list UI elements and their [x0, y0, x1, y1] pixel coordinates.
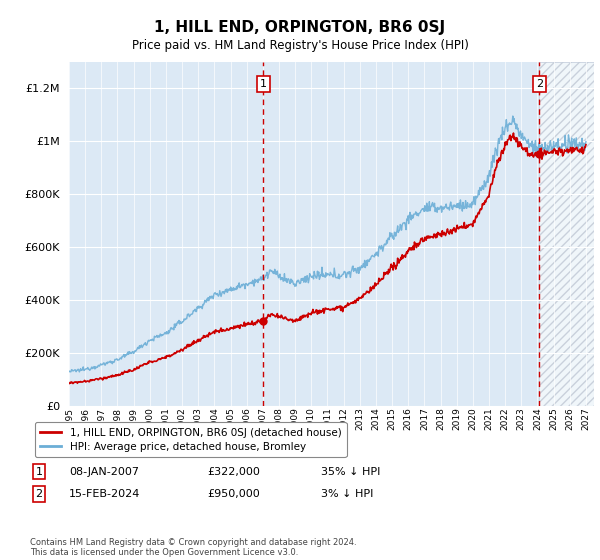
Text: 1: 1 [260, 79, 267, 89]
Text: 35% ↓ HPI: 35% ↓ HPI [321, 466, 380, 477]
Legend: 1, HILL END, ORPINGTON, BR6 0SJ (detached house), HPI: Average price, detached h: 1, HILL END, ORPINGTON, BR6 0SJ (detache… [35, 422, 347, 457]
Text: 08-JAN-2007: 08-JAN-2007 [69, 466, 139, 477]
Text: 1: 1 [35, 466, 43, 477]
Text: Price paid vs. HM Land Registry's House Price Index (HPI): Price paid vs. HM Land Registry's House … [131, 39, 469, 52]
Text: 3% ↓ HPI: 3% ↓ HPI [321, 489, 373, 499]
Text: 2: 2 [536, 79, 543, 89]
Text: 2: 2 [35, 489, 43, 499]
Text: £322,000: £322,000 [207, 466, 260, 477]
Bar [539, 62, 594, 406]
Text: 1, HILL END, ORPINGTON, BR6 0SJ: 1, HILL END, ORPINGTON, BR6 0SJ [154, 20, 446, 35]
Text: 15-FEB-2024: 15-FEB-2024 [69, 489, 140, 499]
Text: £950,000: £950,000 [207, 489, 260, 499]
Text: Contains HM Land Registry data © Crown copyright and database right 2024.
This d: Contains HM Land Registry data © Crown c… [30, 538, 356, 557]
